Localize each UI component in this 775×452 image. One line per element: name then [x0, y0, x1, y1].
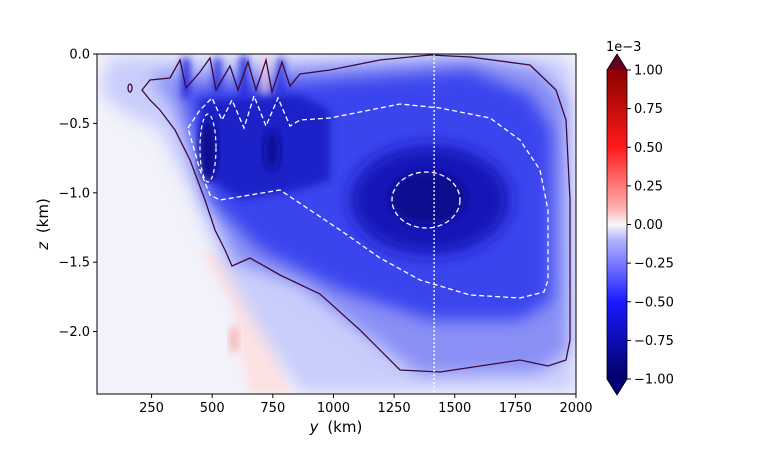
- colorbar-tick-label: 0.50: [634, 141, 663, 156]
- plot-frame: [96, 53, 577, 395]
- x-tick-label: 1250: [378, 401, 411, 416]
- colorbar-tick-label: −0.25: [634, 257, 674, 272]
- colorbar-extend-top: [607, 54, 627, 70]
- colorbar-gradient: [607, 70, 627, 379]
- colorbar-tick-label: −0.75: [634, 334, 674, 349]
- x-tick-label: 500: [200, 401, 225, 416]
- dashed-contour-outer: [187, 94, 549, 299]
- surface-streaks: [182, 54, 284, 98]
- positive-region: [200, 250, 290, 394]
- x-axis-label-unit: (km): [327, 418, 362, 436]
- colorbar-tick-label: −1.00: [634, 373, 674, 388]
- contour-core-inner: [390, 172, 466, 224]
- x-tick-label: 1500: [438, 401, 471, 416]
- dashed-contour-left: [199, 113, 217, 183]
- zero-contour: [141, 54, 571, 373]
- colorbar-tick-label: −0.50: [634, 295, 674, 310]
- colorbar-scale-label: 1e−3: [606, 40, 641, 55]
- contour-field: [100, 54, 574, 394]
- x-tick-label: 1000: [317, 401, 350, 416]
- x-axis-ticks: 250 500 750 1000 1250 1500 1750 2000: [139, 394, 593, 416]
- left-core-2: [264, 130, 280, 170]
- colorbar: 1e−3 1.00 0.75 0.50 0.25 0.00 −0.25 −0.50 −0.75…: [606, 40, 674, 396]
- dashed-contour-inner: [391, 171, 461, 229]
- x-axis-label-var: y: [309, 418, 320, 436]
- y-axis-label: z (km): [34, 198, 52, 251]
- colorbar-tick-label: 1.00: [634, 64, 663, 79]
- y-tick-label: −1.5: [58, 256, 90, 271]
- x-tick-label: 250: [139, 401, 164, 416]
- y-tick-label: −0.5: [58, 117, 90, 132]
- x-tick-label: 1750: [499, 401, 532, 416]
- y-axis-label-unit: (km): [34, 198, 52, 233]
- x-tick-label: 750: [260, 401, 285, 416]
- colorbar-ticks: 1.00 0.75 0.50 0.25 0.00 −0.25 −0.50 −0.75 −1.00: [627, 64, 674, 388]
- x-axis-label: y (km): [309, 418, 363, 436]
- colorbar-extend-bottom: [607, 379, 627, 395]
- y-axis-ticks: 0.0 −0.5 −1.0 −1.5 −2.0: [58, 48, 97, 340]
- y-axis-label-var: z: [34, 241, 52, 251]
- y-tick-label: −2.0: [58, 325, 90, 340]
- zero-contour-blob: [127, 83, 133, 93]
- positive-spot: [229, 326, 239, 354]
- x-tick-label: 2000: [559, 401, 592, 416]
- colorbar-tick-label: 0.00: [634, 218, 663, 233]
- y-tick-label: 0.0: [69, 48, 90, 63]
- colorbar-tick-label: 0.75: [634, 102, 663, 117]
- colorbar-tick-label: 0.25: [634, 179, 663, 194]
- y-tick-label: −1.0: [58, 186, 90, 201]
- left-core: [199, 118, 217, 182]
